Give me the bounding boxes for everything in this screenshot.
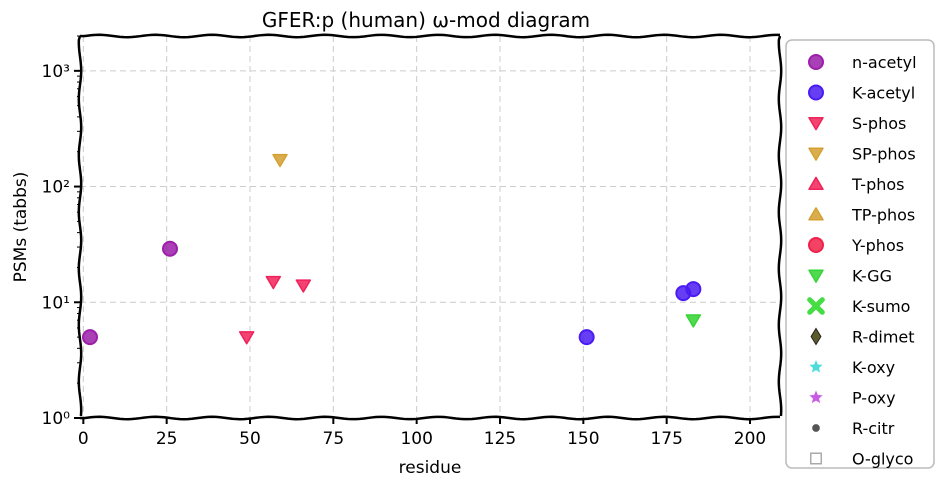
legend-item: T-phos xyxy=(808,175,905,194)
legend-label: S-phos xyxy=(852,114,906,133)
legend-item: R-dimet xyxy=(810,327,915,347)
y-tick-label: 10² xyxy=(42,178,70,198)
legend-label: R-citr xyxy=(852,419,895,438)
data-point xyxy=(82,329,98,346)
legend-marker xyxy=(808,84,824,101)
data-point xyxy=(578,329,595,346)
legend-marker xyxy=(808,147,824,161)
legend-item: K-GG xyxy=(808,267,892,286)
data-point xyxy=(685,314,702,328)
legend-marker xyxy=(810,327,822,346)
x-tick-label: 75 xyxy=(323,429,345,449)
data-point xyxy=(685,281,702,298)
frame-left xyxy=(77,35,83,417)
y-axis-label: PSMs (tabbs) xyxy=(11,172,31,283)
legend-marker xyxy=(808,269,824,283)
legend-marker xyxy=(809,390,823,404)
legend-item: Y-phos xyxy=(808,236,904,255)
legend-label: K-acetyl xyxy=(852,84,915,103)
x-tick-label: 200 xyxy=(734,429,766,449)
data-points xyxy=(82,153,702,346)
data-point xyxy=(295,279,312,293)
legend-label: K-GG xyxy=(852,267,892,286)
legend-marker xyxy=(809,360,823,373)
x-axis-label: residue xyxy=(399,458,462,478)
y-tick-label: 10⁰ xyxy=(42,409,71,429)
legend-marker xyxy=(807,297,825,315)
y-tick-label: 10¹ xyxy=(42,293,70,313)
legend-item: TP-phos xyxy=(808,206,915,225)
chart-title: GFER:p (human) ω-mod diagram xyxy=(262,8,590,32)
legend-marker xyxy=(808,207,824,221)
legend-item: R-citr xyxy=(812,419,895,438)
legend-label: R-dimet xyxy=(852,328,915,347)
legend-marker xyxy=(812,424,820,432)
x-tick-label: 100 xyxy=(400,429,432,449)
data-point xyxy=(238,331,255,345)
frame-bottom xyxy=(79,415,781,421)
legend-box xyxy=(785,39,935,469)
x-tick-label: 50 xyxy=(239,429,261,449)
legend-label: n-acetyl xyxy=(852,53,917,72)
legend-item: SP-phos xyxy=(808,145,916,164)
y-tick-label: 10³ xyxy=(42,62,70,82)
x-tick-label: 0 xyxy=(78,429,89,449)
legend: n-acetyl K-acetyl S-phos SP-phos T-phos TP-ph… xyxy=(785,39,935,469)
legend-marker xyxy=(810,452,822,465)
legend-item: S-phos xyxy=(808,114,906,133)
legend-item: P-oxy xyxy=(809,389,896,408)
legend-marker xyxy=(808,117,824,131)
x-axis: 0 25 50 75 100 125 150 175 200 xyxy=(78,418,766,449)
legend-item: K-acetyl xyxy=(808,84,915,103)
legend-item: K-oxy xyxy=(809,358,895,377)
legend-marker xyxy=(808,237,824,253)
x-tick-label: 25 xyxy=(156,429,178,449)
legend-label: P-oxy xyxy=(852,389,896,408)
x-tick-label: 150 xyxy=(567,429,599,449)
data-point xyxy=(272,153,288,168)
grid xyxy=(80,36,780,418)
data-point xyxy=(162,240,178,257)
plot-frame xyxy=(77,33,783,421)
x-tick-label: 175 xyxy=(650,429,682,449)
legend-marker xyxy=(808,176,824,190)
legend-label: Y-phos xyxy=(851,236,904,255)
legend-item: O-glyco xyxy=(810,450,913,469)
legend-marker xyxy=(808,54,824,70)
legend-label: TP-phos xyxy=(851,206,915,225)
frame-right xyxy=(777,35,783,417)
legend-item: K-sumo xyxy=(807,297,910,316)
data-point xyxy=(265,275,282,290)
legend-label: SP-phos xyxy=(852,145,916,164)
legend-item: n-acetyl xyxy=(808,53,917,72)
x-tick-label: 125 xyxy=(484,429,516,449)
legend-label: K-oxy xyxy=(852,358,895,377)
frame-top xyxy=(79,33,781,39)
legend-label: O-glyco xyxy=(852,450,913,469)
legend-label: K-sumo xyxy=(852,297,910,316)
legend-label: T-phos xyxy=(851,175,905,194)
y-axis: 10⁰ 10¹ 10² 10³ xyxy=(42,35,80,429)
